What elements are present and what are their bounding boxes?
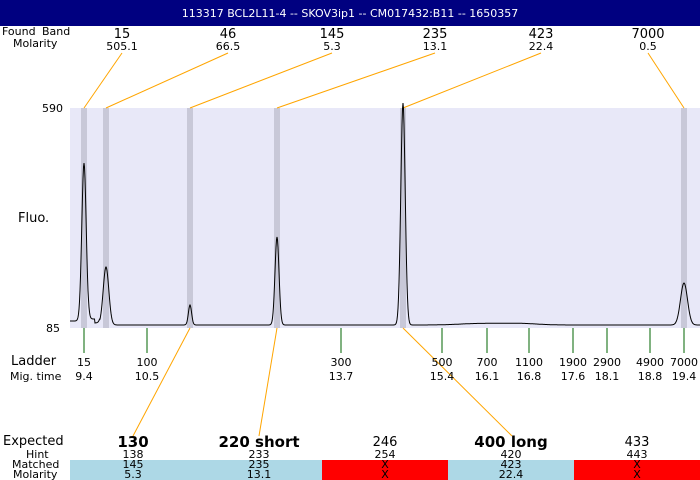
ladder-size: 300 [330,356,352,369]
found-peak-size: 7000 [631,27,665,42]
match-status-cell [196,460,322,480]
molarity-value: 5.3 [124,468,142,480]
ladder-size: 1900 [559,356,587,369]
ladder-mig-time: 18.8 [637,370,663,383]
found-peak-size: 235 [422,27,448,42]
matched-value: X [381,458,389,471]
ladder-mig-time: 15.4 [429,370,455,383]
expected-size: 400 long [474,433,548,451]
expected-size: 130 [117,433,149,451]
ladder-mig-time: 13.7 [328,370,354,383]
peak-link-line [647,52,685,109]
ladder-size: 2900 [593,356,621,369]
title-bar: 113317 BCL2L11-4 -- SKOV3ip1 -- CM017432… [0,0,700,26]
peak-band [103,108,109,328]
y-tick-max: 590 [42,102,63,115]
ladder-size: 500 [431,356,453,369]
plot-area [70,108,700,328]
ladder-label: Ladder [11,354,57,369]
expected-link-line [258,327,278,437]
molarity-value: 13.1 [246,468,272,480]
peak-band [187,108,193,328]
peak-band [81,108,87,328]
ladder-size: 15 [77,356,91,369]
ladder-mig-time: 18.1 [594,370,620,383]
match-status-cell [574,460,700,480]
hint-value: 254 [374,448,396,461]
mig-time-label: Mig. time [10,370,62,383]
ladder-size: 1100 [515,356,543,369]
ladder-mig-time: 9.4 [75,370,93,383]
ladder-mig-time: 10.5 [134,370,160,383]
y-axis-label: Fluo. [18,211,50,226]
matched-value: X [633,458,641,471]
expected-size: 220 short [218,433,300,451]
matched-value: 235 [248,458,270,471]
ladder-size: 7000 [670,356,698,369]
ladder-mig-time: 16.1 [474,370,500,383]
ladder-mig-time: 19.4 [671,370,697,383]
found-peak-molarity: 22.4 [528,40,554,53]
match-status-cell [70,460,196,480]
peak-band [681,108,687,328]
fluorescence-trace [70,102,700,326]
peak-band [400,108,406,328]
peak-link-line [105,52,229,109]
peak-link-line [189,52,333,109]
expected-link-line [402,327,513,437]
found-label: Found [2,25,36,38]
found-peak-size: 145 [319,27,345,42]
molarity-value: X [633,468,641,480]
peak-band [274,108,280,328]
matched-label: Matched [12,458,60,471]
hint-value: 443 [626,448,648,461]
found-peak-size: 46 [219,27,237,42]
hint-label: Hint [26,448,49,461]
match-status-cell [448,460,574,480]
ladder-mig-time: 16.8 [516,370,542,383]
band-label: Band [42,25,71,38]
molarity-row-label: Molarity [13,468,58,480]
found-peak-size: 423 [528,27,554,42]
peak-link-line [276,52,436,109]
molarity-value: 22.4 [498,468,524,480]
found-peak-molarity: 13.1 [422,40,448,53]
matched-value: 145 [122,458,144,471]
ladder-size: 4900 [636,356,664,369]
expected-size: 246 [372,435,398,450]
found-peak-molarity: 66.5 [215,40,241,53]
ladder-mig-time: 17.6 [560,370,586,383]
found-peak-molarity: 505.1 [106,40,138,53]
molarity-value: X [381,468,389,480]
peak-link-line [83,52,123,109]
y-tick-min: 85 [46,322,60,335]
hint-value: 138 [122,448,144,461]
found-peak-molarity: 5.3 [323,40,341,53]
expected-link-line [132,327,191,437]
molarity-label: Molarity [13,37,58,50]
peak-link-line [402,52,542,109]
ladder-size: 100 [136,356,158,369]
expected-label: Expected [3,434,64,449]
match-status-cell [322,460,448,480]
expected-size: 433 [624,435,650,450]
matched-value: 423 [500,458,522,471]
found-peak-molarity: 0.5 [639,40,657,53]
hint-value: 420 [500,448,522,461]
found-peak-size: 15 [113,27,131,42]
ladder-size: 700 [476,356,498,369]
hint-value: 233 [248,448,270,461]
